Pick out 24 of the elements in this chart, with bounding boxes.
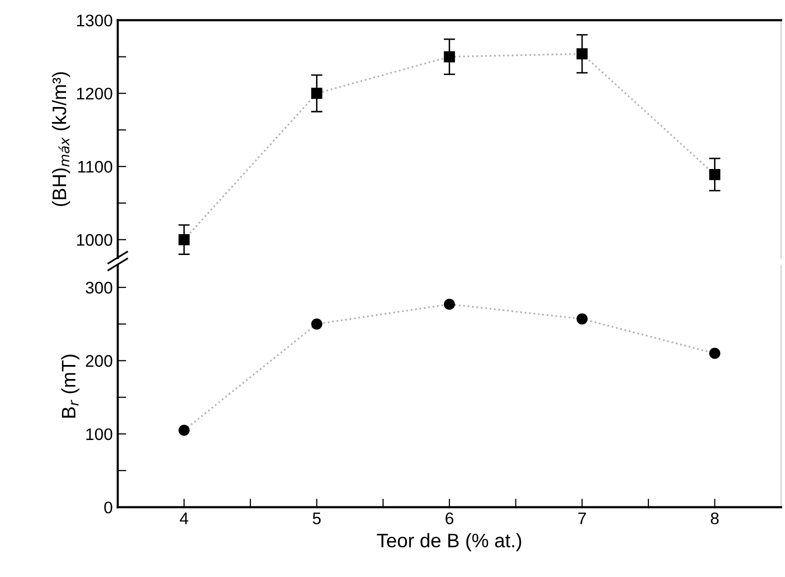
y-tick-label: 1300 [77,14,112,26]
point [444,298,455,310]
x-tick-label: 8 [710,512,719,524]
y-tick-label: 100 [86,428,112,440]
y-tick-label: 1000 [77,234,112,246]
y-axis-title: B$_{r}$ (mT) [61,354,80,418]
y-tick-label: 0 [104,502,112,514]
x-axis-title: Teor de B (% at.) [376,533,522,552]
x-tick-label: 5 [312,512,321,524]
point [576,313,588,324]
point [311,88,322,99]
point [709,348,720,359]
y-axis-title: (BH)$_{máx}$ (kJ/m³) [52,72,70,206]
x-tick-label: 7 [578,512,586,524]
y-tick-label: 1100 [78,160,112,173]
y-tick-label: 1200 [77,88,112,100]
x-tick-label: 4 [180,512,188,524]
point [178,424,190,436]
x-tick-label: 6 [446,512,454,524]
point [709,168,720,180]
y-tick-label: 200 [86,355,112,367]
point [311,318,322,330]
y-tick-label: 300 [86,282,112,294]
point [444,51,455,62]
